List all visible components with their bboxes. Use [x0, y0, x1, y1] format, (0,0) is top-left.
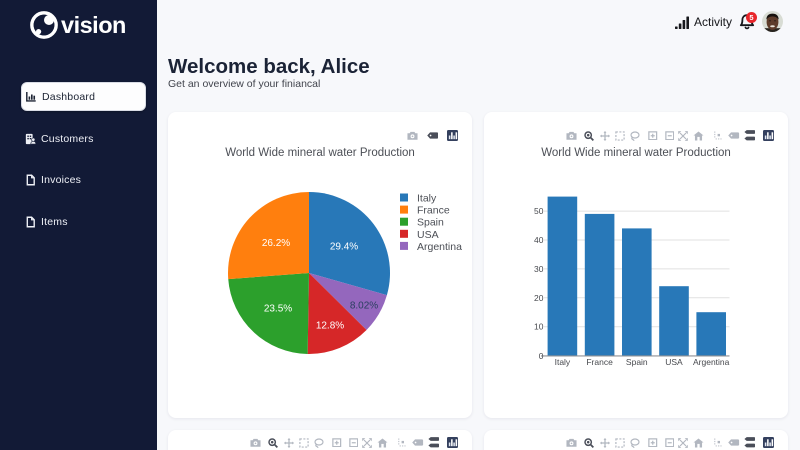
- svg-text:USA: USA: [665, 357, 683, 367]
- svg-text:30: 30: [534, 264, 544, 274]
- svg-text:29.4%: 29.4%: [330, 242, 358, 253]
- svg-text:8.02%: 8.02%: [350, 301, 378, 312]
- svg-text:Argentina: Argentina: [693, 357, 730, 367]
- svg-text:Spain: Spain: [417, 217, 444, 229]
- svg-text:20: 20: [534, 293, 544, 303]
- svg-text:40: 40: [534, 235, 544, 245]
- svg-text:USA: USA: [417, 229, 439, 241]
- svg-text:France: France: [586, 357, 613, 367]
- svg-text:Argentina: Argentina: [417, 241, 462, 253]
- svg-text:France: France: [417, 205, 450, 217]
- svg-text:50: 50: [534, 206, 544, 216]
- svg-text:Italy: Italy: [417, 193, 437, 205]
- svg-text:Italy: Italy: [555, 357, 571, 367]
- svg-text:0: 0: [539, 351, 544, 361]
- svg-text:10: 10: [534, 322, 544, 332]
- svg-text:23.5%: 23.5%: [264, 304, 292, 315]
- svg-text:12.8%: 12.8%: [316, 321, 344, 332]
- svg-text:Spain: Spain: [626, 357, 648, 367]
- svg-text:26.2%: 26.2%: [262, 238, 290, 249]
